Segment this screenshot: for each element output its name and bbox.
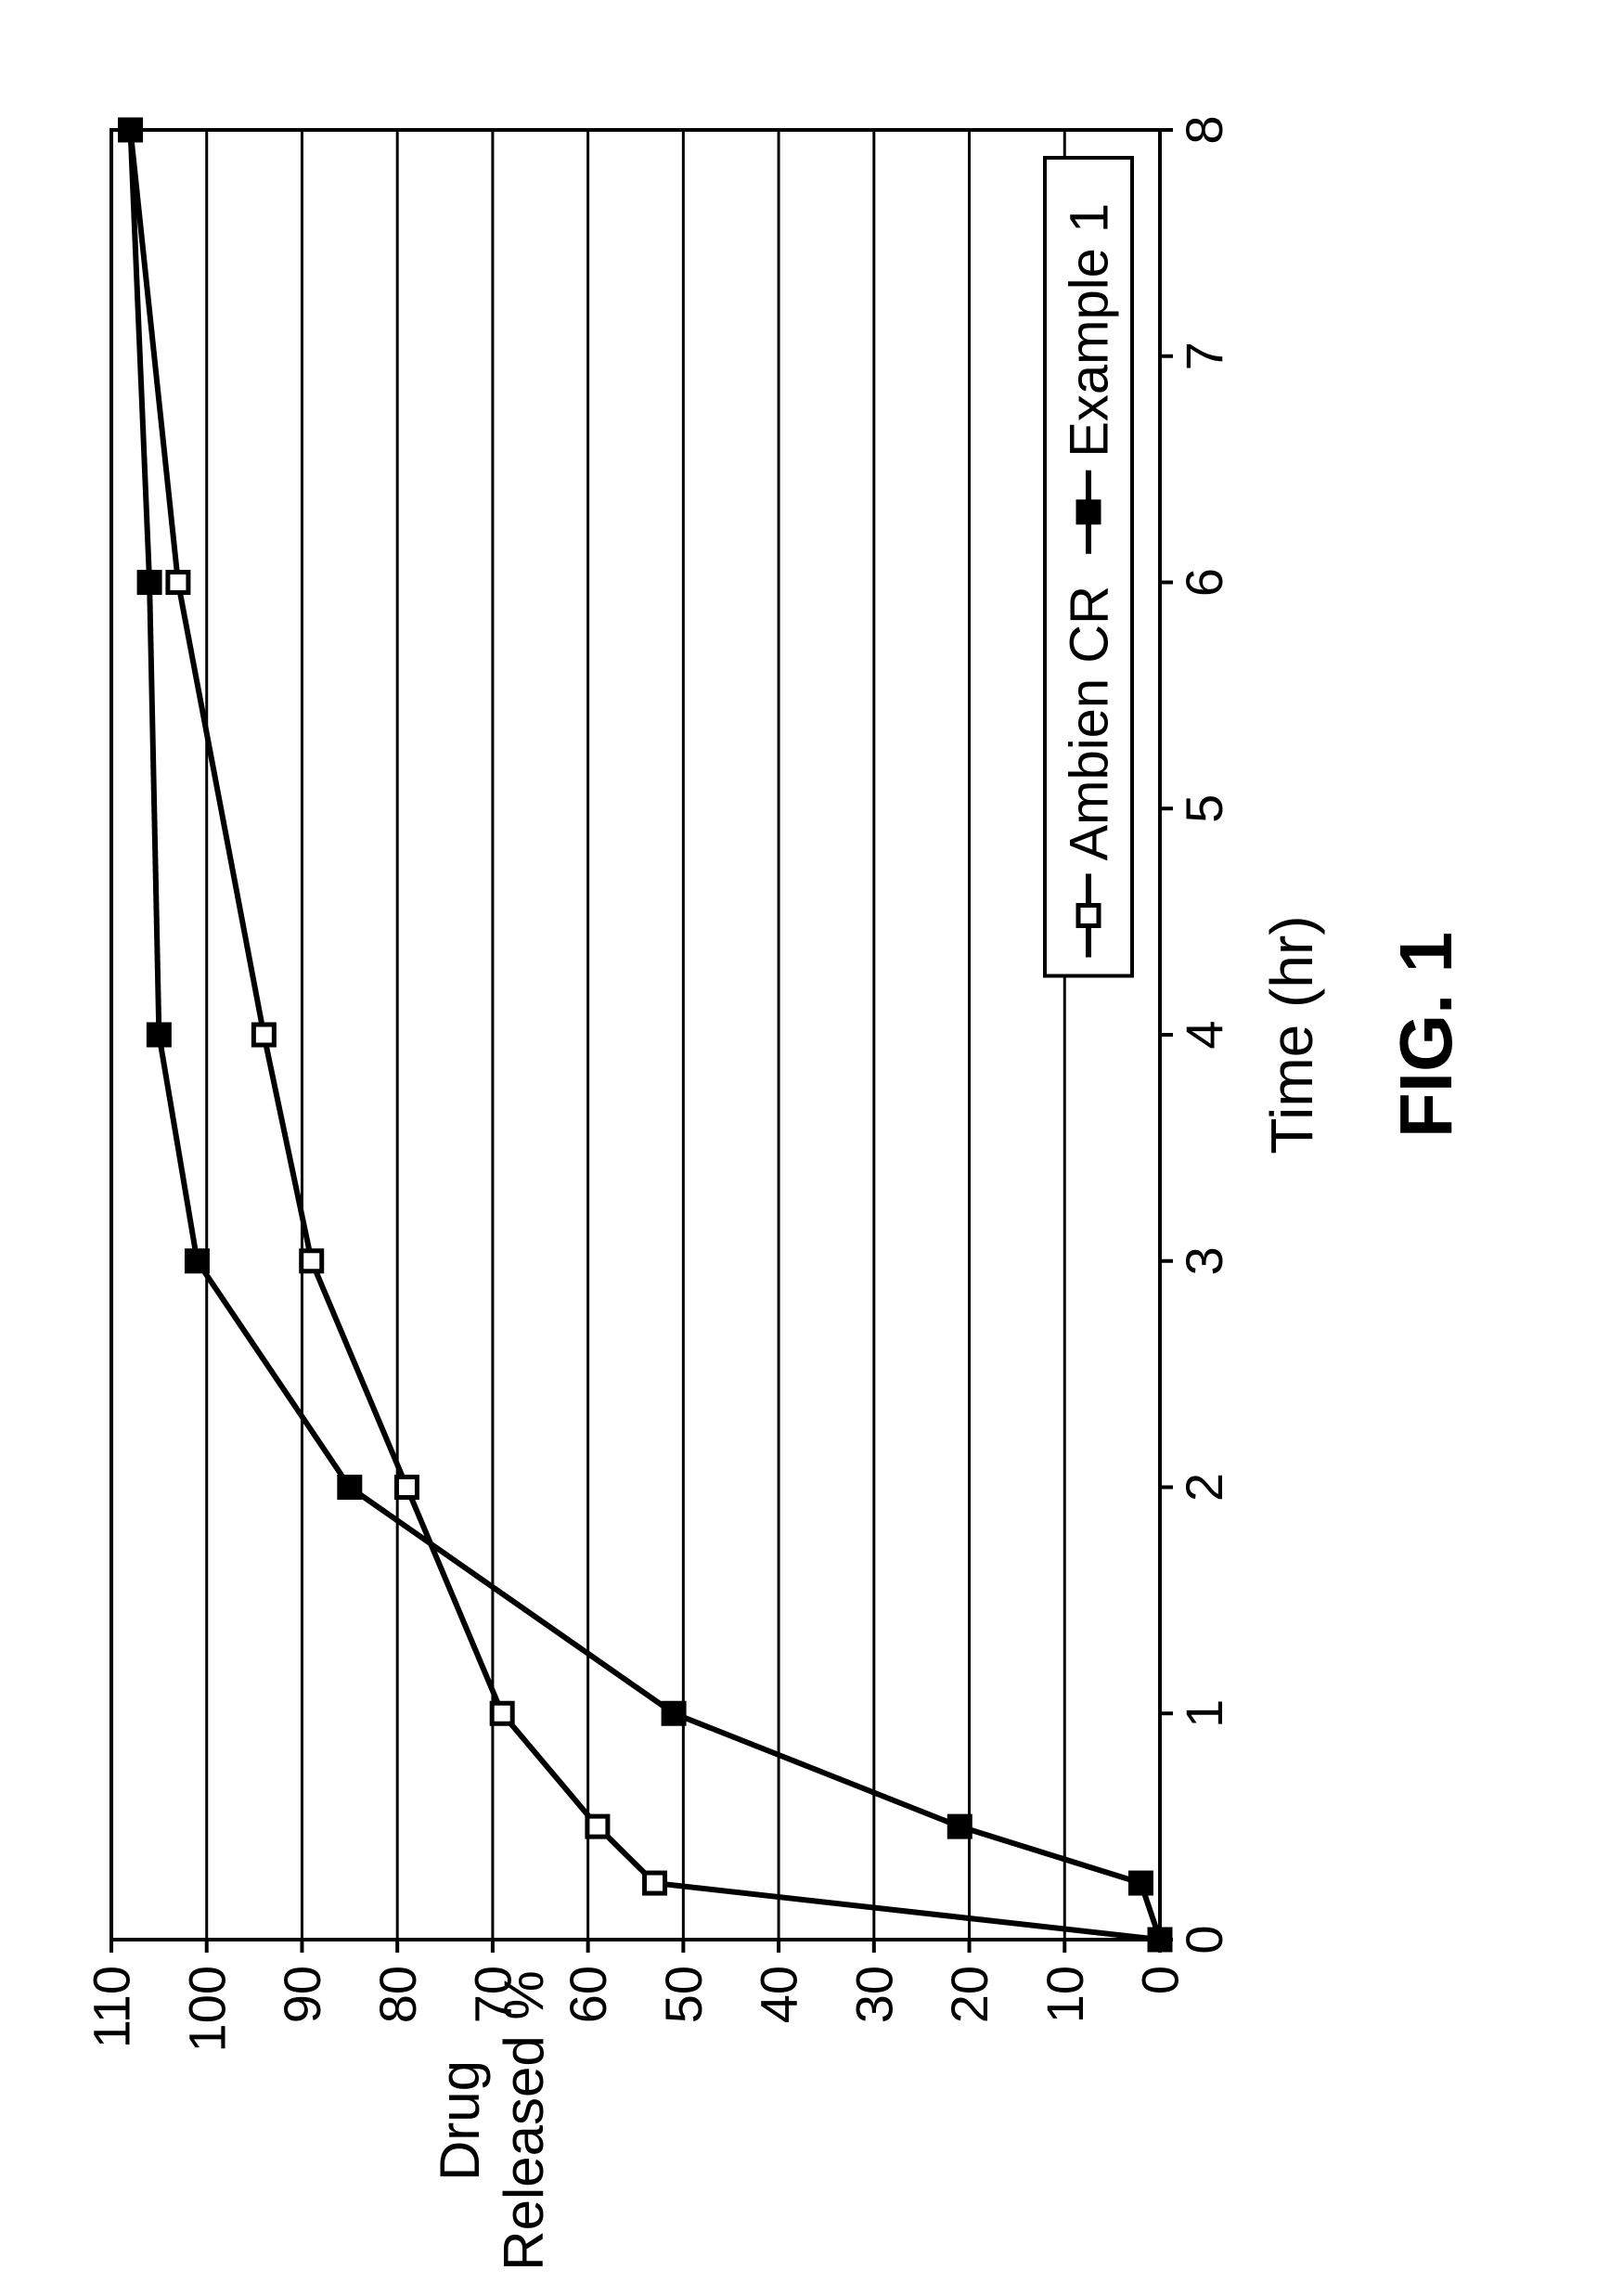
series-marker-1	[1150, 1929, 1170, 1950]
x-tick-label: 7	[1175, 342, 1233, 370]
series-marker-0	[396, 1477, 417, 1498]
series-marker-1	[121, 120, 141, 140]
series-marker-1	[340, 1477, 360, 1498]
series-marker-0	[253, 1025, 274, 1045]
x-tick-label: 0	[1175, 1925, 1233, 1954]
x-tick-label: 8	[1175, 115, 1233, 144]
figure-caption: FIG. 1	[1384, 932, 1467, 1138]
figure: 012345678 0102030405060708090100110 Time…	[0, 0, 1597, 2296]
y-tick-label: 20	[940, 1966, 998, 2023]
y-tick-label: 100	[177, 1966, 236, 2052]
x-axis-ticks: 0 1 2 3 4 5 6 7 8	[1160, 115, 1233, 1954]
x-tick-label: 3	[1175, 1246, 1233, 1275]
y-axis-label-line2: Released %	[493, 1970, 555, 2271]
legend: Ambien CR Example 1	[1045, 158, 1132, 976]
series-marker-0	[302, 1251, 322, 1271]
y-tick-label: 10	[1036, 1966, 1094, 2023]
chart: 012345678 0102030405060708090100110 Time…	[83, 115, 1467, 2270]
x-axis-label: Time (hr)	[1258, 915, 1325, 1154]
series-marker-1	[1130, 1873, 1151, 1893]
series-marker-0	[168, 573, 188, 593]
series-marker-0	[492, 1703, 512, 1723]
series-marker-1	[949, 1816, 970, 1837]
y-tick-label: 110	[83, 1966, 141, 2048]
x-tick-label: 5	[1175, 794, 1233, 823]
x-tick-label: 1	[1175, 1699, 1233, 1728]
series-marker-0	[645, 1873, 665, 1893]
legend-label: Example 1	[1059, 203, 1119, 458]
y-tick-label: 0	[1131, 1966, 1190, 1994]
y-axis-ticks: 0102030405060708090100110	[83, 1940, 1190, 2052]
y-tick-label: 50	[654, 1966, 713, 2023]
y-tick-label: 30	[844, 1966, 903, 2023]
series-marker-1	[187, 1251, 207, 1271]
y-axis-label-line1: Drug	[429, 2060, 491, 2181]
legend-sample-marker	[1078, 502, 1099, 522]
series-marker-1	[148, 1025, 169, 1045]
y-tick-label: 80	[368, 1966, 427, 2023]
x-tick-label: 4	[1175, 1020, 1233, 1049]
y-tick-label: 60	[559, 1966, 617, 2023]
x-tick-label: 2	[1175, 1473, 1233, 1502]
series-marker-1	[663, 1703, 684, 1723]
y-tick-label: 90	[273, 1966, 331, 2023]
x-tick-label: 6	[1175, 568, 1233, 597]
page: 012345678 0102030405060708090100110 Time…	[0, 0, 1597, 2296]
series-marker-1	[139, 573, 160, 593]
series-marker-0	[587, 1816, 608, 1837]
chart-rotated-container: 012345678 0102030405060708090100110 Time…	[83, 115, 1467, 2270]
legend-label: Ambien CR	[1059, 586, 1119, 861]
legend-sample-marker	[1078, 906, 1099, 926]
y-tick-label: 40	[750, 1966, 808, 2023]
